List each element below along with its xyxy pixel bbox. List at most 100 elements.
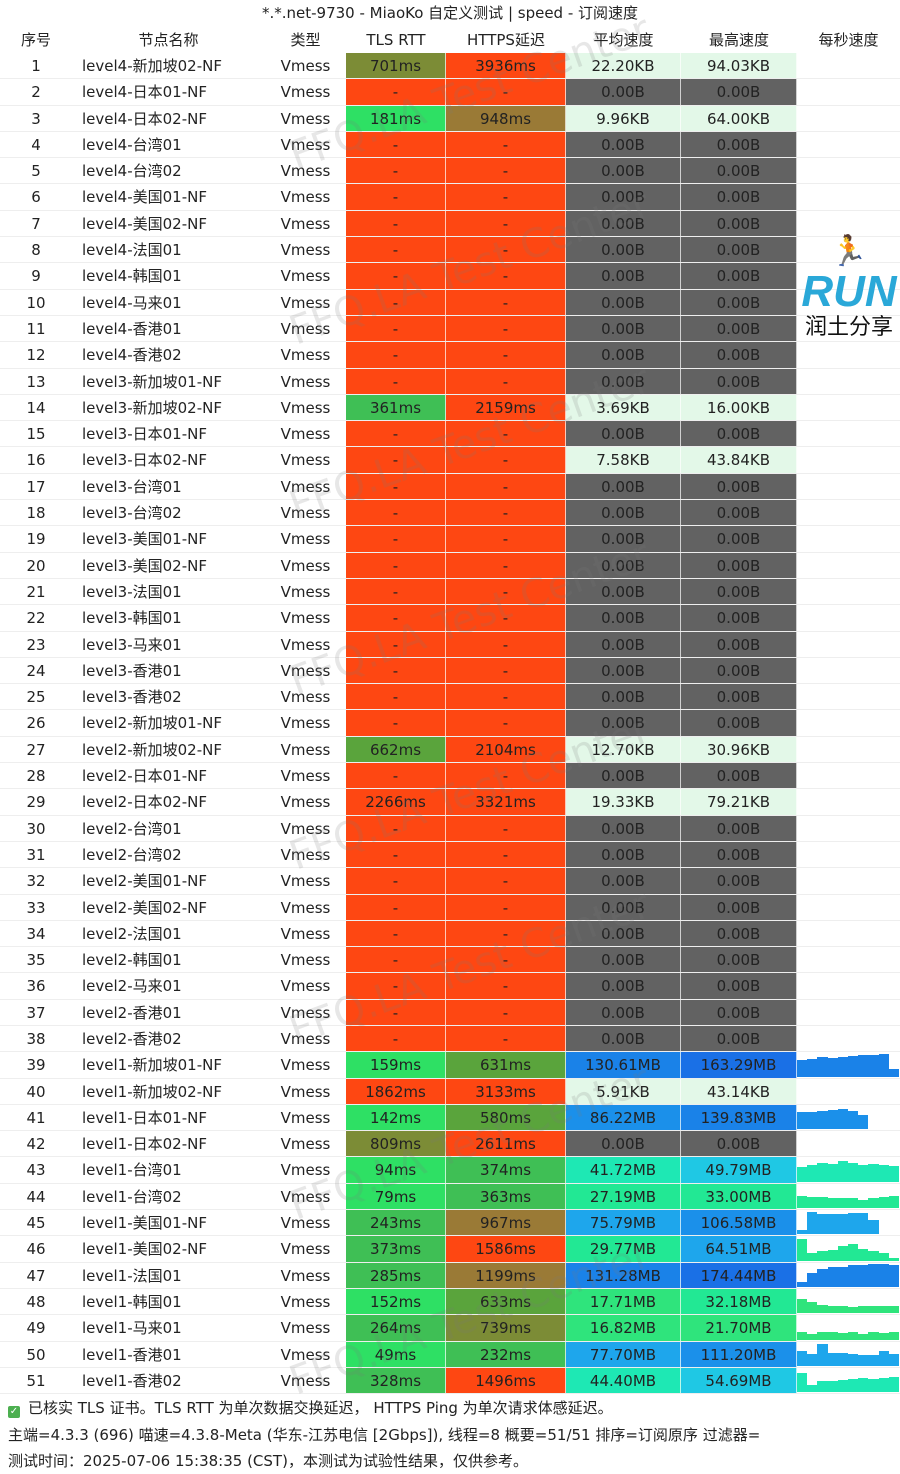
table-row[interactable]: 11 level4-香港01 Vmess - -0.00B 0.00B [0, 315, 900, 343]
table-row[interactable]: 4 level4-台湾01 Vmess - -0.00B 0.00B [0, 131, 900, 159]
table-row[interactable]: 45 level1-美国01-NF Vmess 243ms 967ms 75.79MB 10… [0, 1210, 900, 1237]
table-row[interactable]: 9 level4-韩国01 Vmess - -0.00B 0.00B [0, 263, 900, 290]
table-row[interactable]: 3 level4-日本02-NF Vmess 181ms 948ms 9.96KB 64.0… [0, 105, 900, 132]
table-row[interactable]: 8 level4-法国01 Vmess - -0.00B 0.00B [0, 237, 900, 264]
table-row[interactable]: 46 level1-美国02-NF Vmess 373ms 1586ms 29.77MB 6… [0, 1236, 900, 1263]
sparkline-bar [878, 1164, 889, 1182]
table-row[interactable]: 22 level3-韩国01 Vmess - -0.00B 0.00B [0, 605, 900, 632]
speed-sparkline [797, 1053, 899, 1077]
table-row[interactable]: 27 level2-新加坡02-NF Vmess 662ms 2104ms 12.70KB… [0, 736, 900, 764]
table-row[interactable]: 23 level3-马来01 Vmess - -0.00B 0.00B [0, 631, 900, 658]
table-row[interactable]: 29 level2-日本02-NF Vmess 2266ms 3321ms 19.33KB… [0, 789, 900, 816]
sparkline-bar [878, 1306, 889, 1314]
tls-rtt: - [346, 526, 446, 552]
table-row[interactable]: 26 level2-新加坡01-NF Vmess - -0.00B 0.00B [0, 710, 900, 737]
table-row[interactable]: 28 level2-日本01-NF Vmess - -0.00B 0.00B [0, 763, 900, 790]
table-row[interactable]: 47 level1-法国01 Vmess 285ms 1199ms 131.28MB 174… [0, 1262, 900, 1289]
table-row[interactable]: 15 level3-日本01-NF Vmess - -0.00B 0.00B [0, 421, 900, 448]
max-speed: 0.00B [681, 631, 797, 657]
table-row[interactable]: 39 level1-新加坡01-NF Vmess 159ms 631ms 130.61MB… [0, 1052, 900, 1079]
node-type: Vmess [280, 109, 331, 128]
table-row[interactable]: 50 level1-香港01 Vmess 49ms 232ms 77.70MB 111.20… [0, 1341, 900, 1368]
https-latency: 948ms [446, 105, 566, 131]
tls-rtt: 328ms [346, 1367, 446, 1394]
table-row[interactable]: 48 level1-韩国01 Vmess 152ms 633ms 17.71MB 32.18… [0, 1288, 900, 1316]
table-row[interactable]: 1 level4-新加坡02-NF Vmess 701ms 3936ms 22.20KB 9… [0, 53, 900, 80]
tls-rtt: - [346, 894, 446, 920]
table-row[interactable]: 21 level3-法国01 Vmess - -0.00B 0.00B [0, 578, 900, 606]
tls-rtt: - [346, 263, 446, 289]
table-row[interactable]: 44 level1-台湾02 Vmess 79ms 363ms 27.19MB 33.00M… [0, 1183, 900, 1211]
node-type: Vmess [280, 951, 331, 970]
max-speed: 0.00B [681, 131, 797, 158]
table-row[interactable]: 49 level1-马来01 Vmess 264ms 739ms 16.82MB 21.70… [0, 1315, 900, 1342]
table-row[interactable]: 37 level2-香港01 Vmess - -0.00B 0.00B [0, 999, 900, 1026]
row-index: 22 [26, 609, 46, 628]
node-name: level2-新加坡01-NF [82, 714, 222, 733]
node-name: level1-法国01 [82, 1266, 182, 1285]
table-row[interactable]: 40 level1-新加坡02-NF Vmess 1862ms 3133ms 5.91KB… [0, 1078, 900, 1105]
table-row[interactable]: 20 level3-美国02-NF Vmess - -0.00B 0.00B [0, 552, 900, 579]
node-type: Vmess [280, 530, 331, 549]
table-row[interactable]: 42 level1-日本02-NF Vmess 809ms 2611ms 0.00B 0.0… [0, 1131, 900, 1158]
node-name: level4-香港01 [82, 319, 182, 338]
avg-speed: 0.00B [566, 368, 681, 394]
table-row[interactable]: 12 level4-香港02 Vmess - -0.00B 0.00B [0, 342, 900, 369]
sparkline-bar [878, 1197, 889, 1209]
table-row[interactable]: 51 level1-香港02 Vmess 328ms 1496ms 44.40MB 54.6… [0, 1367, 900, 1395]
table-row[interactable]: 5 level4-台湾02 Vmess - -0.00B 0.00B [0, 158, 900, 185]
table-row[interactable]: 25 level3-香港02 Vmess - -0.00B 0.00B [0, 684, 900, 711]
https-latency: 3936ms [446, 53, 566, 79]
table-row[interactable]: 19 level3-美国01-NF Vmess - -0.00B 0.00B [0, 526, 900, 553]
tls-rtt: - [346, 500, 446, 526]
table-row[interactable]: 14 level3-新加坡02-NF Vmess 361ms 2159ms 3.69KB 1… [0, 394, 900, 422]
sparkline-bar [807, 1302, 818, 1314]
sparkline-bar [858, 1164, 869, 1182]
avg-speed: 0.00B [566, 815, 681, 841]
footer-line-1: ✓ 已核实 TLS 证书。TLS RTT 为单次数据交换延迟， HTTPS Pin… [8, 1397, 613, 1418]
table-row[interactable]: 41 level1-日本01-NF Vmess 142ms 580ms 86.22MB 13… [0, 1104, 900, 1132]
table-row[interactable]: 13 level3-新加坡01-NF Vmess - -0.00B 0.00B [0, 368, 900, 395]
tls-rtt: 361ms [346, 394, 446, 421]
table-row[interactable]: 10 level4-马来01 Vmess - -0.00B 0.00B [0, 289, 900, 316]
table-row[interactable]: 33 level2-美国02-NF Vmess - -0.00B 0.00B [0, 894, 900, 921]
table-row[interactable]: 2 level4-日本01-NF Vmess - -0.00B 0.00B [0, 79, 900, 106]
avg-speed: 0.00B [566, 421, 681, 447]
table-row[interactable]: 30 level2-台湾01 Vmess - -0.00B 0.00B [0, 815, 900, 842]
table-row[interactable]: 17 level3-台湾01 Vmess - -0.00B 0.00B [0, 473, 900, 501]
table-row[interactable]: 6 level4-美国01-NF Vmess - -0.00B 0.00B [0, 184, 900, 211]
sparkline-bar [797, 1059, 808, 1077]
tls-rtt: 662ms [346, 736, 446, 763]
tls-rtt: 159ms [346, 1052, 446, 1078]
tls-rtt: 79ms [346, 1183, 446, 1210]
sparkline-bar [817, 1381, 828, 1393]
sparkline-bar [848, 1056, 859, 1077]
avg-speed: 0.00B [566, 473, 681, 500]
row-index: 8 [31, 241, 41, 260]
table-row[interactable]: 38 level2-香港02 Vmess - -0.00B 0.00B [0, 1025, 900, 1053]
node-name: level4-香港02 [82, 346, 182, 365]
sparkline-bar [827, 1198, 838, 1209]
table-row[interactable]: 43 level1-台湾01 Vmess 94ms 374ms 41.72MB 49.79M… [0, 1157, 900, 1184]
table-row[interactable]: 16 level3-日本02-NF Vmess - -7.58KB 43.84KB [0, 447, 900, 474]
table-row[interactable]: 31 level2-台湾02 Vmess - -0.00B 0.00B [0, 841, 900, 869]
tls-rtt: - [346, 763, 446, 789]
per-second-speed [797, 605, 900, 631]
table-row[interactable]: 32 level2-美国01-NF Vmess - -0.00B 0.00B [0, 868, 900, 895]
node-name: level3-日本02-NF [82, 451, 207, 470]
per-second-speed [797, 1104, 900, 1131]
table-row[interactable]: 24 level3-香港01 Vmess - -0.00B 0.00B [0, 657, 900, 685]
node-name: level1-马来01 [82, 1319, 182, 1338]
sparkline-bar [817, 1268, 828, 1287]
table-row[interactable]: 34 level2-法国01 Vmess - -0.00B 0.00B [0, 920, 900, 948]
row-index: 37 [26, 1003, 46, 1022]
https-latency: - [446, 684, 566, 710]
table-row[interactable]: 18 level3-台湾02 Vmess - -0.00B 0.00B [0, 500, 900, 527]
node-name: level4-日本01-NF [82, 83, 207, 102]
max-speed: 0.00B [681, 552, 797, 578]
table-row[interactable]: 7 level4-美国02-NF Vmess - -0.00B 0.00B [0, 210, 900, 238]
table-row[interactable]: 35 level2-韩国01 Vmess - -0.00B 0.00B [0, 947, 900, 974]
avg-speed: 44.40MB [566, 1367, 681, 1394]
table-row[interactable]: 36 level2-马来01 Vmess - -0.00B 0.00B [0, 973, 900, 1000]
tls-rtt: - [346, 552, 446, 578]
